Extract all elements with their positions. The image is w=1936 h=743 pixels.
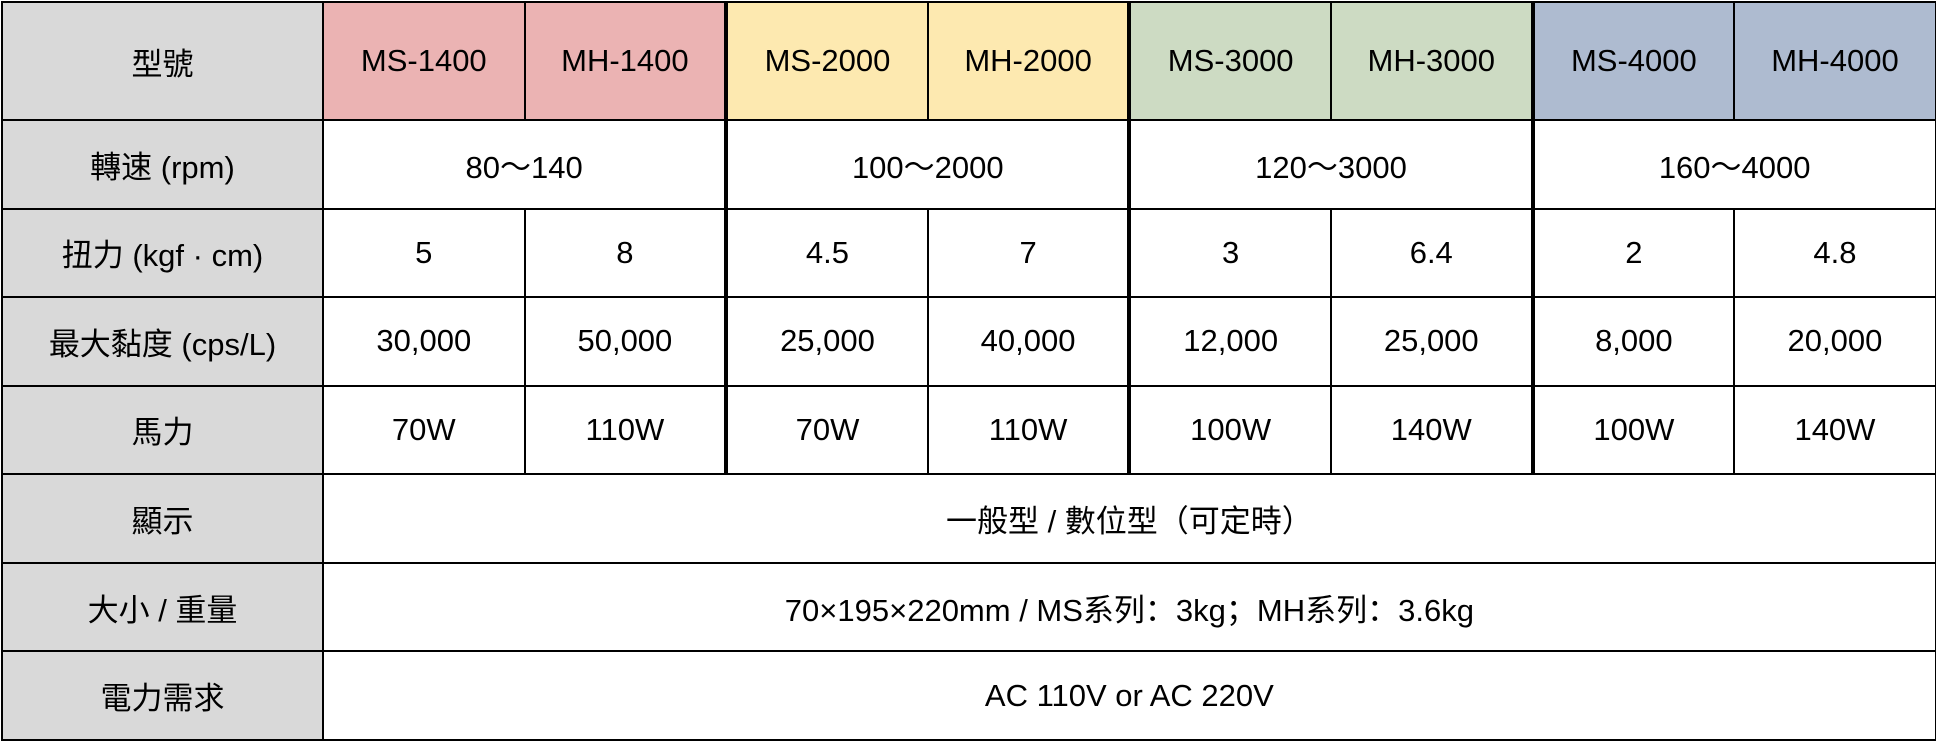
spec-row: 轉速 (rpm) 80～140 100～2000 120～3000 160～4000 — [1, 119, 1936, 210]
spec-value: 100～2000 — [724, 119, 1131, 210]
spec-value: 6.4 — [1329, 207, 1534, 299]
spec-value: 4.8 — [1733, 207, 1936, 299]
spec-value: 40,000 — [926, 296, 1131, 387]
spec-row: 顯示 一般型 / 數位型（可定時） — [1, 473, 1936, 564]
spec-value: 50,000 — [523, 296, 728, 387]
row-label: 最大黏度 (cps/L) — [1, 296, 324, 387]
spec-value: 80～140 — [321, 119, 728, 210]
spec-value: 25,000 — [1329, 296, 1534, 387]
model-name: MS-4000 — [1530, 0, 1736, 122]
spec-value: 100W — [1530, 384, 1736, 476]
model-name: MH-4000 — [1733, 0, 1936, 122]
spec-value: 100W — [1127, 384, 1332, 476]
spec-value: 140W — [1733, 384, 1936, 476]
spec-value: 70W — [322, 384, 526, 476]
spec-row: 電力需求 AC 110V or AC 220V — [1, 650, 1936, 741]
spec-value: 140W — [1329, 384, 1534, 476]
row-label: 顯示 — [1, 473, 324, 564]
spec-value: 8,000 — [1530, 296, 1736, 387]
spec-value: 70W — [724, 384, 929, 476]
model-name: MS-3000 — [1127, 0, 1332, 122]
row-label: 馬力 — [1, 384, 324, 476]
row-label: 大小 / 重量 — [1, 561, 324, 653]
row-label: 扭力 (kgf · cm) — [1, 207, 324, 299]
spec-value: 3 — [1127, 207, 1332, 299]
spec-value: 12,000 — [1127, 296, 1332, 387]
model-name: MS-2000 — [724, 0, 929, 122]
model-name: MH-3000 — [1329, 0, 1534, 122]
spec-value: 7 — [926, 207, 1131, 299]
spec-value: 一般型 / 數位型（可定時） — [322, 473, 1936, 564]
spec-value: 20,000 — [1733, 296, 1936, 387]
spec-value: 2 — [1530, 207, 1736, 299]
model-name: MS-1400 — [322, 0, 526, 122]
spec-value: 70×195×220mm / MS系列：3kg；MH系列：3.6kg — [322, 561, 1936, 653]
spec-value: 4.5 — [724, 207, 929, 299]
spec-value: 5 — [322, 207, 526, 299]
model-name: MH-1400 — [523, 0, 728, 122]
header-label: 型號 — [1, 0, 324, 122]
model-name: MH-2000 — [926, 0, 1131, 122]
spec-value: 160～4000 — [1530, 119, 1936, 210]
spec-row: 扭力 (kgf · cm) 5 8 4.5 7 3 6.4 2 4.8 — [1, 207, 1936, 299]
header-row: 型號 MS-1400 MH-1400 MS-2000 MH-2000 MS-3000 MH-… — [1, 0, 1936, 122]
spec-value: AC 110V or AC 220V — [322, 650, 1936, 741]
row-label: 轉速 (rpm) — [1, 119, 324, 210]
spec-row: 馬力 70W 110W 70W 110W 100W 140W 100W 140W — [1, 384, 1936, 476]
spec-value: 120～3000 — [1127, 119, 1534, 210]
spec-value: 30,000 — [322, 296, 526, 387]
spec-row: 最大黏度 (cps/L) 30,000 50,000 25,000 40,000 12,0… — [1, 296, 1936, 387]
spec-value: 110W — [523, 384, 728, 476]
spec-value: 8 — [523, 207, 728, 299]
row-label: 電力需求 — [1, 650, 324, 741]
spec-value: 25,000 — [724, 296, 929, 387]
spec-row: 大小 / 重量 70×195×220mm / MS系列：3kg；MH系列：3.6k… — [1, 561, 1936, 653]
spec-value: 110W — [926, 384, 1131, 476]
